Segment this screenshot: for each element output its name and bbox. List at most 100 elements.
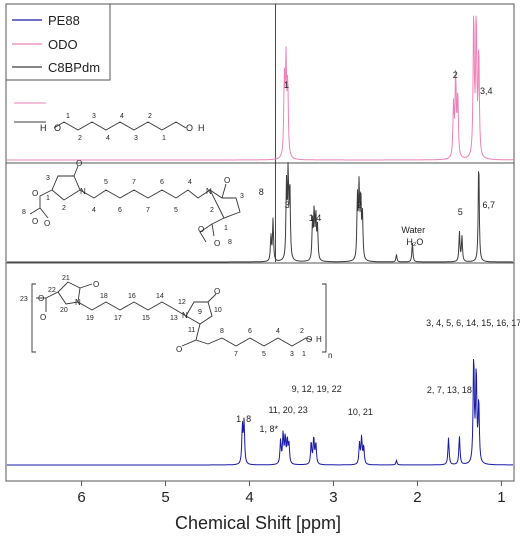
c8-left-ring — [51, 175, 81, 201]
peak-annotation-label: 2 — [453, 70, 458, 80]
pe-num: 22 — [48, 287, 56, 294]
odo-num: 3 — [92, 113, 96, 120]
pe-num: 9 — [198, 309, 202, 316]
pe-atom-o: O — [40, 313, 46, 322]
c8-right-ester — [199, 217, 225, 243]
x-tick-label: 1 — [497, 489, 505, 506]
odo-chain — [53, 121, 187, 131]
pe-atom-o: O — [38, 294, 44, 303]
pe-left-ester — [45, 291, 59, 312]
pe-num: 3 — [290, 351, 294, 358]
peak-annotation-label: 3,4 — [480, 86, 493, 96]
c8-num: 2 — [210, 207, 214, 214]
x-axis-label: Chemical Shift [ppm] — [175, 513, 341, 533]
peak-annotation-label: 3, 4, 5, 6, 14, 15, 16, 17 — [426, 318, 520, 328]
pe-num: 2 — [300, 328, 304, 335]
c8-num: 5 — [104, 179, 108, 186]
peak-annotation-label: 2 — [357, 200, 362, 210]
odo-num: 2 — [78, 135, 82, 142]
odo-peak-annotations: 123,4 — [284, 70, 493, 96]
pe-num: 1 — [302, 351, 306, 358]
pe-num: 10 — [214, 307, 222, 314]
peak-annotation-label: 1,4 — [309, 213, 322, 223]
c8-atom-n: N — [206, 187, 212, 196]
pe-left-ring — [57, 281, 81, 305]
c8-atom-o: O — [214, 239, 220, 248]
pe-diol-chain — [207, 337, 313, 347]
pe-right-carbonyl — [207, 293, 217, 303]
odo-spectrum-line — [7, 15, 513, 161]
peak-annotation-label: 11, 20, 23 — [268, 405, 307, 415]
peak-annotation-label: 3 — [285, 200, 290, 210]
pe-right-ester-co — [195, 339, 209, 345]
peak-annotation-label: Water — [401, 225, 425, 235]
c8-num: 3 — [240, 193, 244, 200]
pe-atom-o: O — [176, 345, 182, 354]
c8bpdm-structure: O N O O N O O O O 3 1 2 4 5 6 7 7 6 5 4 … — [22, 159, 244, 248]
c8-num: 2 — [62, 205, 66, 212]
pe-num: 14 — [156, 293, 164, 300]
odo-atom-o2: O — [186, 123, 193, 133]
pe-chain — [77, 301, 187, 317]
pe-num: 23 — [20, 296, 28, 303]
c8-atom-o: O — [76, 159, 82, 168]
peak-annotation-label: 5 — [458, 207, 463, 217]
peak-annotation-label: 10, 21 — [348, 407, 373, 417]
pe-num: 5 — [262, 351, 266, 358]
pe-atom-o: O — [214, 287, 220, 296]
plot-frame — [5, 3, 515, 482]
pe-atom-n: N — [182, 311, 188, 320]
pe-left-carbonyl — [79, 283, 93, 289]
pe-num: 15 — [142, 315, 150, 322]
c8-num: 7 — [132, 179, 136, 186]
peak-annotation-label: 1, 8 — [236, 414, 251, 424]
c8-atom-o: O — [44, 219, 50, 228]
odo-num: 1 — [66, 113, 70, 120]
c8-num: 6 — [118, 207, 122, 214]
x-tick-label: 6 — [77, 489, 85, 506]
pe-num: 8 — [220, 328, 224, 335]
odo-num: 4 — [106, 135, 110, 142]
c8bpdm-spectrum-line — [7, 162, 513, 263]
odo-num: 3 — [134, 135, 138, 142]
x-tick-label: 2 — [413, 489, 421, 506]
pe-num: 19 — [86, 315, 94, 322]
odo-num: 2 — [148, 113, 152, 120]
c8-atom-o: O — [224, 176, 230, 185]
peak-annotation-label: H₂O — [406, 237, 423, 247]
pe-num: 6 — [248, 328, 252, 335]
pe-repeat-n: n — [328, 351, 332, 360]
odo-num: 1 — [162, 135, 166, 142]
pe-num: 13 — [170, 315, 178, 322]
pe-num: 4 — [276, 328, 280, 335]
legend-label-odo: ODO — [48, 37, 78, 52]
pe-num: 16 — [128, 293, 136, 300]
x-tick-label: 4 — [245, 489, 253, 506]
pe-num: 18 — [100, 293, 108, 300]
x-axis-ticks: 6 5 4 3 2 1 — [77, 481, 506, 506]
c8-left-ester-co — [39, 207, 49, 219]
odo-num: 4 — [120, 113, 124, 120]
c8-num: 5 — [174, 207, 178, 214]
c8-atom-o: O — [198, 225, 204, 234]
legend-label-c8bpdm: C8BPdm — [48, 60, 100, 75]
x-tick-label: 3 — [329, 489, 337, 506]
pe-num: 7 — [234, 351, 238, 358]
pe-atom-o: O — [306, 335, 312, 344]
pe-atom-o: O — [93, 280, 99, 289]
pe88-structure: O O N N O O O O H n 21 22 20 19 18 17 16… — [20, 275, 332, 360]
c8-num: 6 — [160, 179, 164, 186]
peak-annotation-label: 1, 8* — [260, 424, 279, 434]
c8-num: 4 — [188, 179, 192, 186]
odo-atom-h2: H — [198, 123, 205, 133]
c8-chain — [79, 189, 211, 199]
odo-atom-h1: H — [40, 123, 47, 133]
c8-num: 3 — [46, 175, 50, 182]
legend-label-pe88: PE88 — [48, 13, 80, 28]
c8-num: 1 — [224, 225, 228, 232]
c8-right-ester-o — [211, 223, 215, 237]
c8-left-carbonyl — [73, 165, 79, 177]
pe-num: 11 — [188, 327, 195, 334]
c8-atom-n: N — [80, 187, 86, 196]
